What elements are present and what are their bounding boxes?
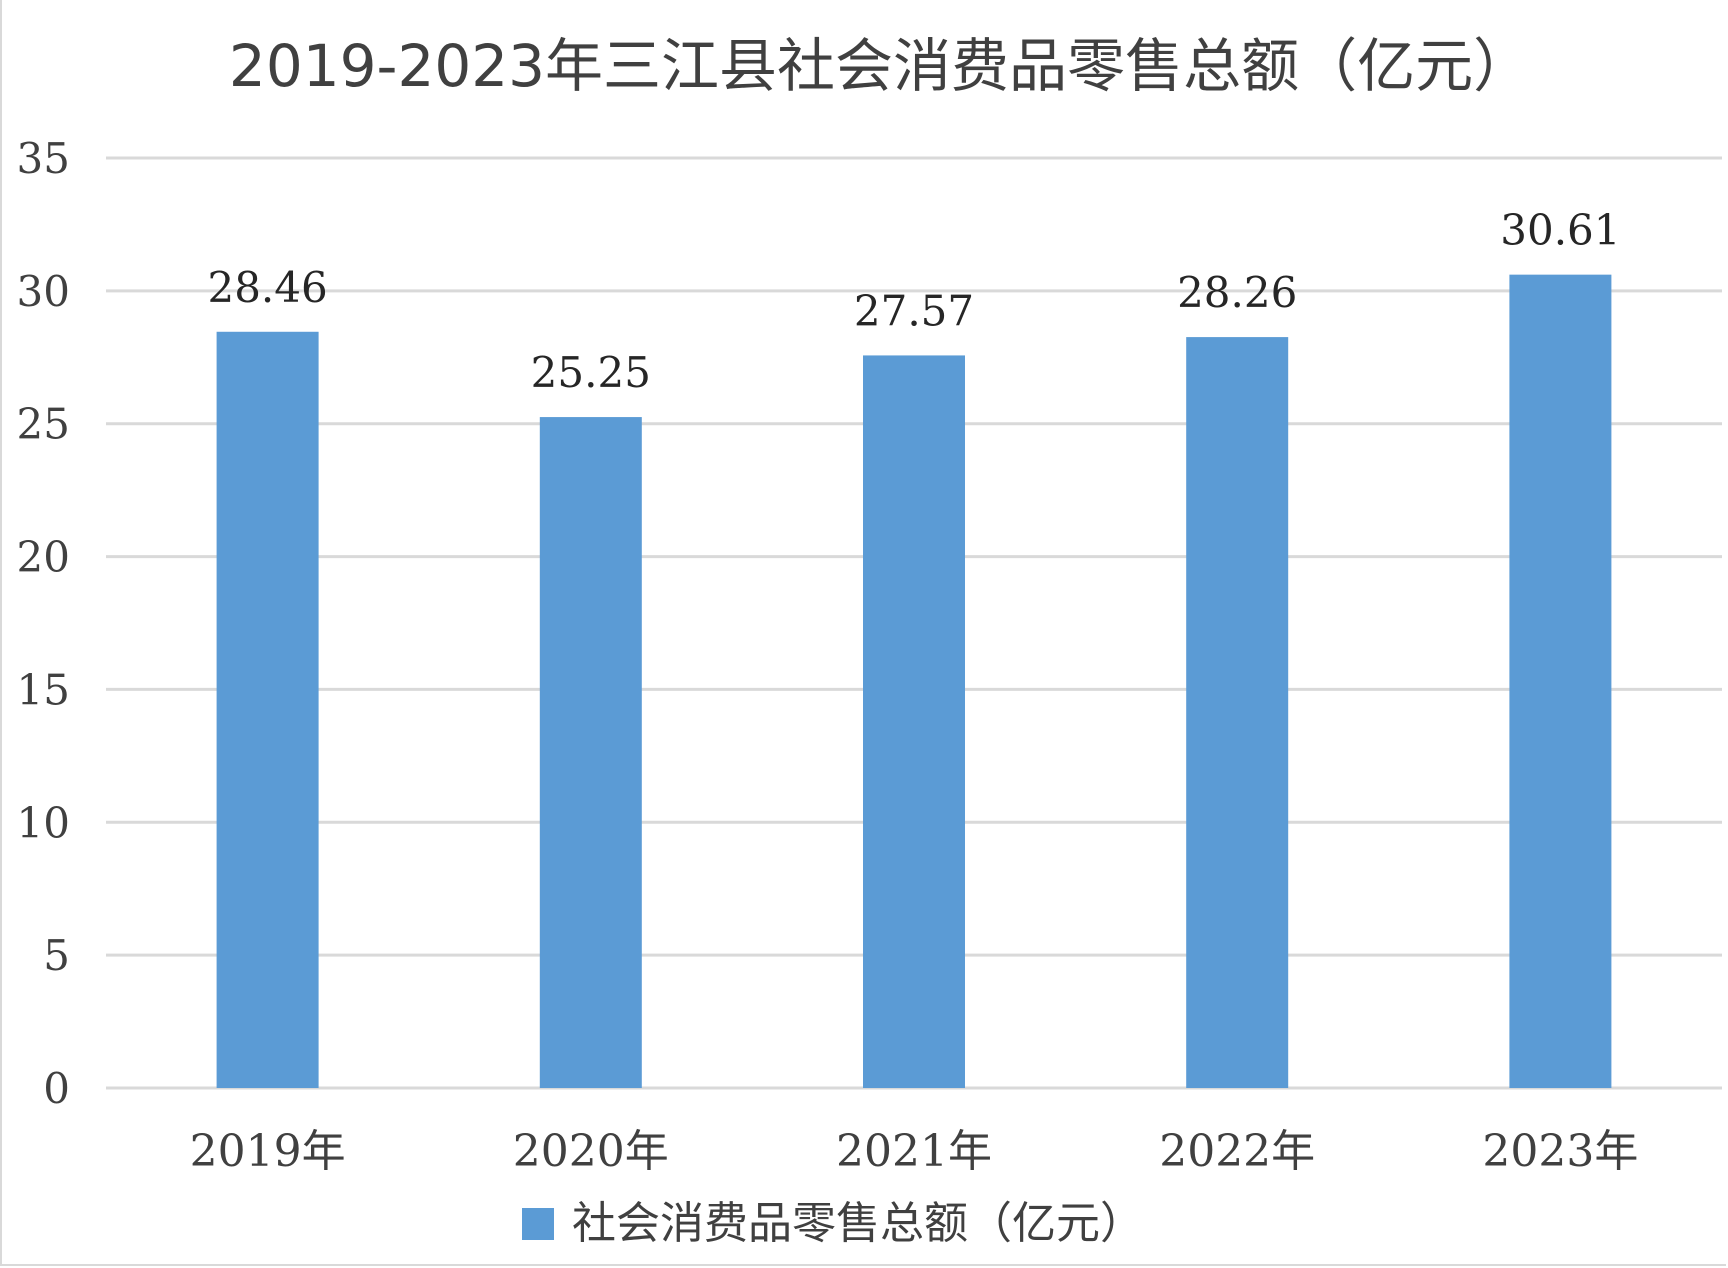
legend-swatch: [522, 1208, 554, 1240]
y-tick-label: 25: [17, 400, 70, 449]
y-tick-label: 10: [17, 798, 70, 847]
y-tick-label: 0: [43, 1064, 70, 1113]
data-labels: 28.46 25.25 27.57 28.26 30.61: [207, 206, 1620, 397]
bar: [539, 417, 642, 1089]
bar: [1186, 337, 1289, 1088]
x-axis-labels: 2019年 2020年 2021年 2022年 2023年: [190, 1126, 1639, 1177]
x-category-label: 2019年: [190, 1126, 346, 1177]
x-category-label: 2020年: [513, 1126, 669, 1177]
legend-label: 社会消费品零售总额（亿元）: [572, 1198, 1144, 1249]
bars: [216, 274, 1612, 1089]
bar-value-label: 28.26: [1177, 268, 1297, 317]
y-tick-label: 5: [43, 931, 70, 980]
y-axis-ticks: 0 5 10 15 20 25 30 35: [17, 134, 70, 1113]
bar-value-label: 28.46: [207, 263, 327, 312]
y-tick-label: 30: [17, 267, 70, 316]
y-tick-label: 35: [17, 134, 70, 183]
x-category-label: 2021年: [836, 1126, 992, 1177]
bar: [863, 355, 965, 1088]
bar-value-label: 25.25: [531, 348, 651, 397]
bar-value-label: 30.61: [1500, 206, 1620, 255]
bar: [216, 331, 319, 1089]
legend: 社会消费品零售总额（亿元）: [522, 1198, 1144, 1249]
chart-title: 2019-2023年三江县社会消费品零售总额（亿元）: [229, 32, 1531, 100]
x-category-label: 2022年: [1159, 1126, 1315, 1177]
bar-value-label: 27.57: [854, 286, 974, 335]
y-tick-label: 20: [17, 533, 70, 582]
bar: [1509, 274, 1612, 1088]
y-tick-label: 15: [17, 665, 70, 714]
x-category-label: 2023年: [1482, 1126, 1638, 1177]
